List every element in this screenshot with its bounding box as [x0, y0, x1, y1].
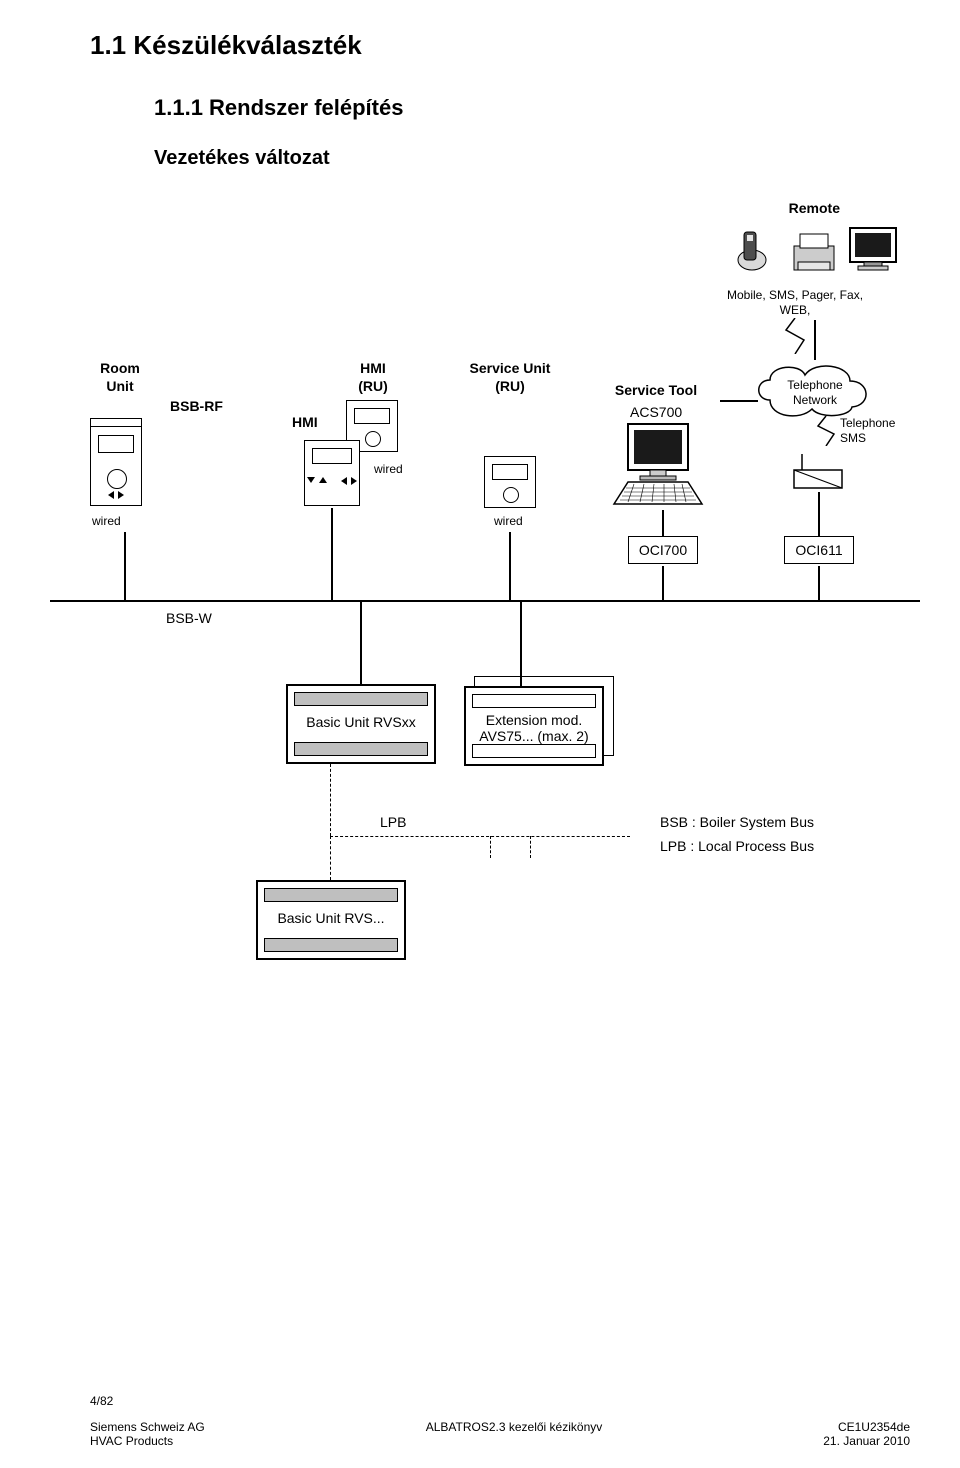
oci611-modem-icon: [790, 452, 846, 492]
hmi-label: HMI: [292, 414, 318, 432]
room-unit-label: Room Unit: [90, 360, 150, 395]
telephone-network-label: Telephone Network: [775, 378, 855, 408]
oci700-box: OCI700: [628, 536, 698, 564]
extension-module: Extension mod. AVS75... (max. 2): [464, 686, 604, 766]
telephone-sms-label: Telephone SMS: [840, 416, 920, 446]
footer-mid: ALBATROS2.3 kezelői kézikönyv: [205, 1420, 824, 1448]
remote-link-icon: [780, 318, 810, 354]
basic-unit-rvs: Basic Unit RVS...: [256, 880, 406, 960]
service-tool-label: Service Tool: [606, 382, 706, 400]
hmi-ru-label: HMI (RU): [348, 360, 398, 395]
bsb-w-bus: [50, 600, 920, 602]
footer-right: CE1U2354de 21. Januar 2010: [823, 1420, 910, 1448]
variant-heading: Vezetékes változat: [90, 147, 910, 170]
bsb-w-label: BSB-W: [166, 610, 212, 628]
tel-sms-link-icon: [814, 416, 838, 446]
heading-sub: 1.1.1 Rendszer felépítés: [90, 95, 910, 121]
service-tool-computer-icon: [610, 422, 706, 512]
legend-bsb: BSB : Boiler System Bus: [660, 814, 814, 832]
wired-label-room: wired: [92, 514, 121, 529]
bsb-rf-label: BSB-RF: [170, 398, 223, 416]
heading-main: 1.1 Készülékválaszték: [90, 30, 910, 61]
page-footer: Siemens Schweiz AG HVAC Products ALBATRO…: [0, 1420, 960, 1448]
acs700-label: ACS700: [630, 404, 682, 422]
page-number: 4/82: [90, 1394, 113, 1408]
wired-label-service: wired: [494, 514, 523, 529]
remote-icons: [730, 222, 910, 282]
service-unit-ru-device: [484, 456, 536, 508]
room-unit-device: [90, 426, 142, 506]
hmi-device: [304, 440, 360, 506]
lpb-bus: [330, 836, 630, 837]
lpb-label: LPB: [380, 814, 406, 832]
legend-lpb: LPB : Local Process Bus: [660, 838, 814, 856]
remote-label: Remote: [789, 200, 840, 218]
wired-label-hmi: wired: [374, 462, 403, 477]
service-unit-ru-label: Service Unit (RU): [460, 360, 560, 395]
footer-left: Siemens Schweiz AG HVAC Products: [90, 1420, 205, 1448]
system-diagram: Remote Mobile, SMS, Pager, Fax,: [90, 200, 910, 980]
oci611-box: OCI611: [784, 536, 854, 564]
basic-unit-rvsxx: Basic Unit RVSxx: [286, 684, 436, 764]
remote-sub-label: Mobile, SMS, Pager, Fax, WEB,: [710, 288, 880, 318]
